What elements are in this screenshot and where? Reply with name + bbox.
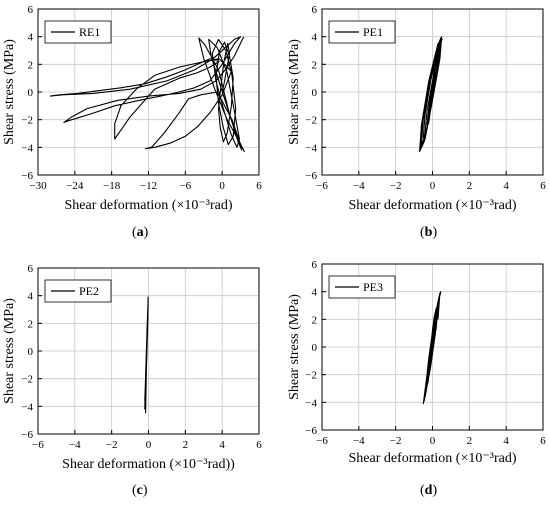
y-tick-label: 4	[312, 287, 318, 299]
y-tick-label: 6	[312, 4, 318, 16]
legend-box	[44, 20, 112, 44]
x-axis-label: Shear deformation (×10⁻³rad)	[349, 451, 517, 466]
x-tick-label: 0	[219, 180, 225, 192]
panel-label: (a)	[132, 225, 149, 240]
x-tick-label: 2	[467, 435, 473, 447]
x-tick-label: −2	[390, 435, 402, 447]
y-axis-label: Shear stress (MPa)	[287, 39, 302, 145]
x-tick-label: −4	[69, 439, 81, 451]
y-tick-label: −6	[305, 170, 317, 182]
y-tick-label: 2	[312, 59, 318, 71]
x-tick-label: 6	[256, 180, 262, 192]
x-tick-label: −30	[29, 180, 47, 192]
x-tick-label: −24	[66, 180, 84, 192]
x-tick-label: 4	[503, 435, 509, 447]
x-tick-label: 2	[467, 180, 473, 192]
x-tick-label: 6	[540, 435, 546, 447]
x-axis-label: Shear deformation (×10⁻³rad)	[65, 198, 233, 213]
chart-panel-d: −6 −4 −2 0 2 4 6 −6 −4 −2 0 2 4 6 Shear deformation (×…	[287, 259, 546, 498]
legend-label: PE1	[363, 25, 383, 39]
y-axis-label: Shear stress (MPa)	[2, 39, 17, 145]
x-tick-label: −2	[106, 439, 118, 451]
panel-label: (c)	[132, 483, 148, 498]
x-tick-label: 0	[430, 180, 436, 192]
x-tick-label: 2	[183, 439, 189, 451]
y-tick-label: 4	[28, 291, 34, 303]
x-tick-label: −6	[32, 439, 44, 451]
x-tick-label: −2	[390, 180, 402, 192]
series-line-re1	[49, 36, 245, 153]
y-tick-label: 0	[312, 87, 318, 99]
y-tick-label: −4	[21, 142, 33, 154]
y-tick-label: −2	[21, 374, 33, 386]
x-tick-label: 0	[430, 435, 436, 447]
chart-panel-b: −6 −4 −2 0 2 4 6 −6 −4 −2 0 2 4 6 Shear deformation (×…	[287, 4, 546, 240]
chart-panel-c: −6 −4 −2 0 2 4 6 −6 −4 −2 0 2 4 6 Shear deformation (×…	[2, 263, 262, 498]
y-tick-label: −2	[305, 115, 317, 127]
y-tick-label: 2	[312, 314, 318, 326]
y-tick-label: −4	[305, 397, 317, 409]
x-tick-label: −6	[179, 180, 191, 192]
y-tick-label: 4	[312, 32, 318, 44]
y-tick-label: −2	[21, 115, 33, 127]
legend-box	[328, 20, 396, 44]
panel-label: (d)	[420, 483, 437, 498]
x-axis-label: Shear deformation (×10⁻³rad)	[349, 198, 517, 213]
y-tick-label: −2	[305, 370, 317, 382]
x-tick-label: 6	[540, 180, 546, 192]
chart-panel-a: −30 −24 −18 −12 −6 0 6 −6 −4 −2 0 2 4 6 Shear deformat…	[2, 4, 262, 240]
x-tick-label: −12	[140, 180, 157, 192]
x-tick-label: −4	[353, 180, 365, 192]
panel-label: (b)	[420, 225, 437, 240]
x-tick-label: 4	[219, 439, 225, 451]
series-line-pe3	[422, 291, 442, 405]
y-tick-label: 6	[28, 4, 34, 16]
x-tick-label: 6	[256, 439, 262, 451]
y-tick-label: −6	[21, 429, 33, 441]
y-tick-label: −6	[21, 170, 33, 182]
x-tick-label: 4	[503, 180, 509, 192]
x-tick-label: −6	[316, 435, 328, 447]
y-tick-label: 6	[312, 259, 318, 271]
x-tick-label: −6	[316, 180, 328, 192]
y-tick-label: 0	[28, 87, 34, 99]
y-tick-label: 0	[312, 342, 318, 354]
y-tick-label: −4	[21, 401, 33, 413]
legend-label: RE1	[79, 25, 100, 39]
x-axis-label: Shear deformation (×10⁻³rad))	[62, 457, 235, 472]
y-tick-label: −4	[305, 142, 317, 154]
x-tick-label: 0	[146, 439, 152, 451]
legend-label: PE3	[363, 280, 383, 294]
legend-box	[44, 279, 112, 303]
x-tick-label: −18	[103, 180, 121, 192]
y-tick-label: 2	[28, 59, 34, 71]
legend-box	[328, 275, 396, 299]
y-tick-label: −6	[305, 425, 317, 437]
legend-label: PE2	[79, 284, 99, 298]
series-line-pe1	[419, 36, 443, 153]
series-line-pe2	[144, 296, 149, 414]
y-tick-label: 2	[28, 318, 34, 330]
y-tick-label: 0	[28, 346, 34, 358]
y-axis-label: Shear stress (MPa)	[2, 298, 17, 404]
x-tick-label: −4	[353, 435, 365, 447]
y-axis-label: Shear stress (MPa)	[287, 294, 302, 400]
y-tick-label: 4	[28, 32, 34, 44]
y-tick-label: 6	[28, 263, 34, 275]
